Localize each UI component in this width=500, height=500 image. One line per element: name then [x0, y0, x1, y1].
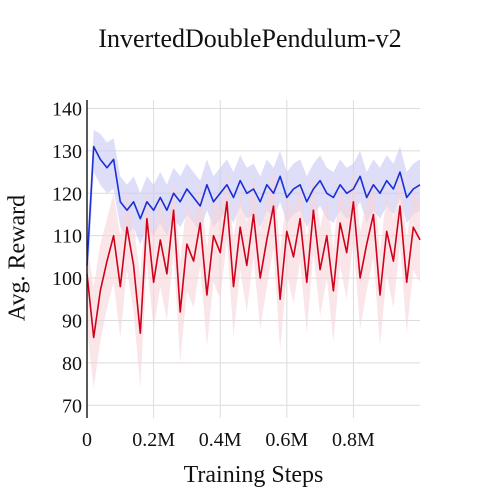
x-tick-label: 0	[82, 429, 92, 451]
y-tick-label: 130	[52, 141, 82, 163]
y-tick-label: 90	[62, 310, 82, 332]
y-tick-label: 140	[52, 98, 82, 120]
y-tick-label: 100	[52, 268, 82, 290]
y-tick-label: 80	[62, 353, 82, 375]
x-tick-label: 0.2M	[132, 429, 175, 451]
y-tick-label: 70	[62, 395, 82, 417]
series-line-1	[86, 201, 421, 339]
series-band-1	[87, 167, 420, 389]
y-tick-label: 110	[53, 226, 82, 248]
x-tick-label: 0.8M	[332, 429, 375, 451]
chart-title: InvertedDoublePendulum-v2	[98, 24, 402, 53]
x-tick-label: 0.4M	[199, 429, 242, 451]
x-axis-label: Training Steps	[183, 462, 324, 488]
x-tick-label: 0.6M	[265, 429, 308, 451]
series-line-0	[86, 145, 421, 266]
y-axis-label: Avg. Reward	[4, 194, 31, 322]
y-tick-label: 120	[52, 183, 82, 205]
